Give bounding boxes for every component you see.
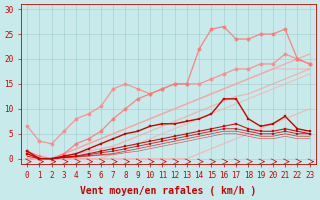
X-axis label: Vent moyen/en rafales ( km/h ): Vent moyen/en rafales ( km/h ) (80, 186, 257, 196)
